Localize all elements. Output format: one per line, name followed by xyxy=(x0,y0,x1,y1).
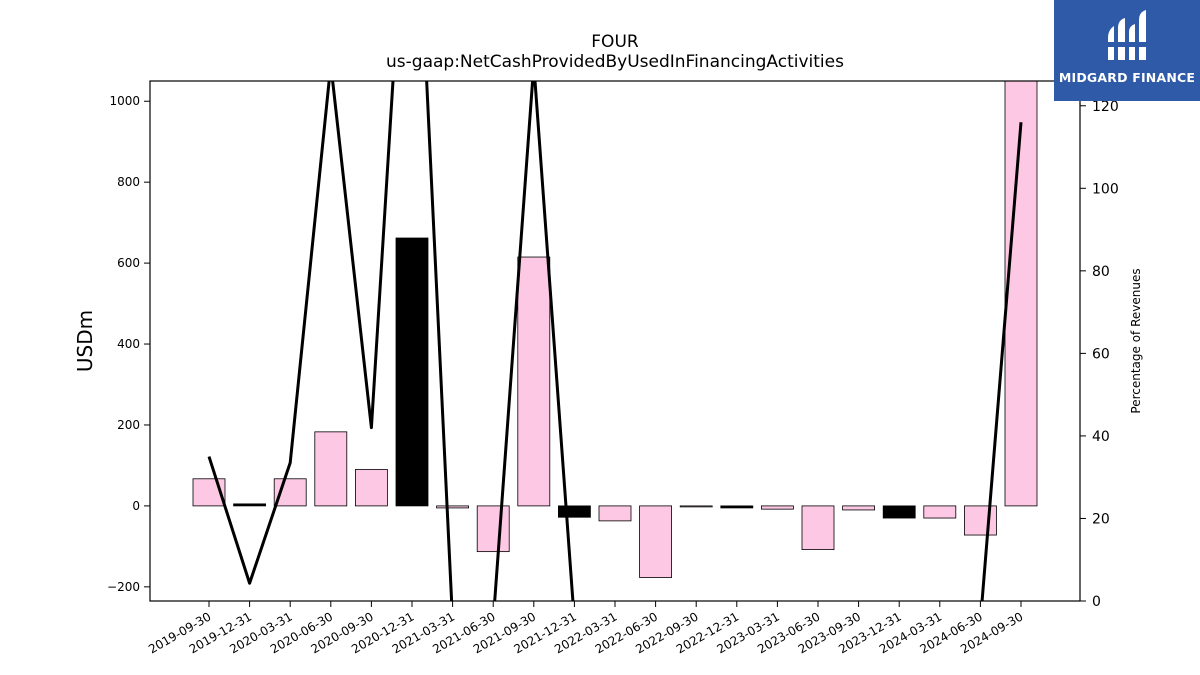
ratio-line-segment-1 xyxy=(980,122,1023,601)
y-axis-right: 0 20 40 60 80 100 120 xyxy=(1080,99,1119,610)
y2-tick-label: 40 xyxy=(1092,429,1110,445)
bar-2022-06-30 xyxy=(639,505,672,578)
bar-2023-03-31 xyxy=(761,505,794,510)
y2-tick-label: 100 xyxy=(1092,181,1119,197)
chart-title: FOUR xyxy=(591,32,639,52)
y2-tick-label: 80 xyxy=(1092,264,1110,280)
bar-2024-06-30 xyxy=(964,505,997,536)
y-axis-left: −200 0 200 400 600 800 1000 xyxy=(107,94,150,594)
midgard-logo-mark-icon xyxy=(1106,10,1148,60)
y2-axis-label: Percentage of Revenues xyxy=(1129,268,1143,413)
bar-2022-09-30 xyxy=(679,505,713,508)
y2-tick-label: 0 xyxy=(1092,594,1101,610)
y-axis-label: USDm xyxy=(73,310,97,372)
bars-layer xyxy=(192,81,1038,578)
bar-2020-06-30 xyxy=(314,431,348,507)
bar-2023-06-30 xyxy=(801,505,835,551)
plot-frame xyxy=(149,80,1081,602)
y2-tick-label: 120 xyxy=(1092,99,1119,115)
bar-2022-03-31 xyxy=(598,505,632,522)
bar-2024-03-31 xyxy=(923,505,957,519)
y2-tick-label: 60 xyxy=(1092,346,1110,362)
bar-2021-09-30 xyxy=(517,256,551,507)
bar-2022-12-31 xyxy=(720,505,754,509)
bar-2023-12-31 xyxy=(882,505,916,519)
bar-2019-12-31 xyxy=(233,503,267,507)
logo-text: MIDGARD FINANCE xyxy=(1058,70,1196,85)
y2-tick-label: 20 xyxy=(1092,511,1110,527)
y-tick-label: 200 xyxy=(117,418,140,432)
x-axis: 2019-09-302019-12-312020-03-312020-06-30… xyxy=(146,601,1026,656)
bar-2023-09-30 xyxy=(842,505,875,511)
bar-2021-06-30 xyxy=(476,505,510,553)
bar-2024-09-30 xyxy=(1004,81,1038,507)
y-tick-label: 800 xyxy=(117,175,140,189)
y-tick-label: 600 xyxy=(117,256,140,270)
line-layer xyxy=(207,81,1023,601)
bar-2021-03-31 xyxy=(436,505,470,509)
chart-subtitle: us-gaap:NetCashProvidedByUsedInFinancing… xyxy=(386,52,844,72)
y-tick-label: 400 xyxy=(117,337,140,351)
y-tick-label: 1000 xyxy=(109,94,140,108)
y-tick-label: −200 xyxy=(107,580,140,594)
bar-2020-12-31 xyxy=(395,237,429,507)
midgard-finance-logo: MIDGARD FINANCE xyxy=(1054,0,1200,101)
y-tick-label: 0 xyxy=(132,499,140,513)
ratio-line-segment-0 xyxy=(207,81,575,601)
bar-2021-12-31 xyxy=(558,505,591,518)
bar-2020-09-30 xyxy=(354,469,388,507)
